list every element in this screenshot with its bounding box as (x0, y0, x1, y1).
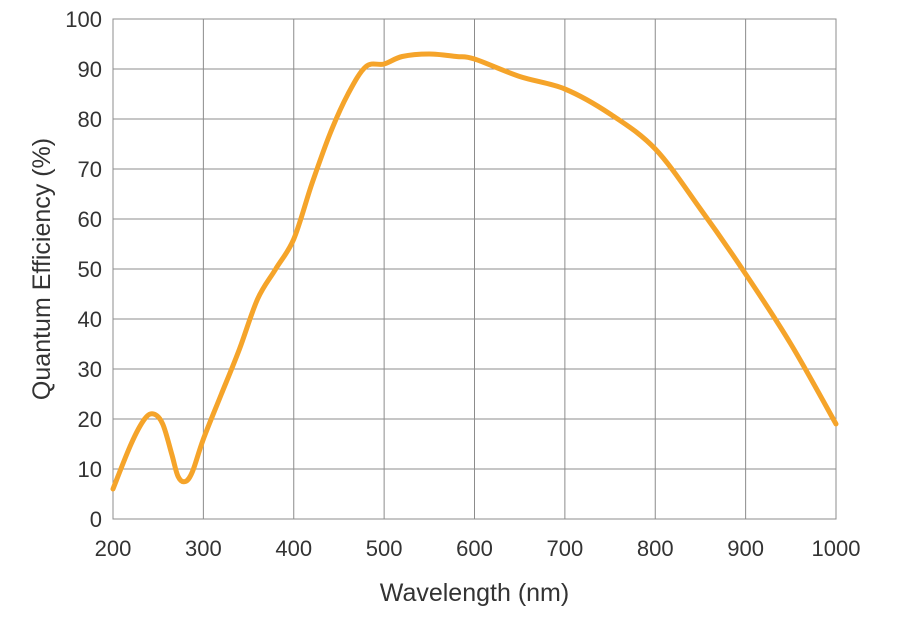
x-tick-label: 1000 (812, 536, 861, 561)
x-axis-title: Wavelength (nm) (380, 579, 569, 607)
qe-curve-line (110, 51, 839, 492)
y-tick-label: 30 (78, 357, 102, 382)
y-tick-label: 50 (78, 257, 102, 282)
series-group (110, 51, 839, 492)
y-tick-label: 90 (78, 57, 102, 82)
y-tick-label: 20 (78, 407, 102, 432)
x-tick-labels: 200 300 400 500 600 700 800 900 1000 (95, 536, 861, 561)
x-tick-label: 800 (637, 536, 674, 561)
x-tick-label: 900 (727, 536, 764, 561)
y-tick-label: 10 (78, 457, 102, 482)
x-tick-label: 600 (456, 536, 493, 561)
y-tick-label: 0 (90, 507, 102, 532)
x-tick-label: 500 (366, 536, 403, 561)
y-tick-label: 80 (78, 107, 102, 132)
grid (112, 18, 837, 520)
y-tick-label: 60 (78, 207, 102, 232)
x-tick-label: 400 (275, 536, 312, 561)
plot-frame (112, 18, 837, 520)
y-tick-label: 100 (65, 7, 102, 32)
x-tick-label: 200 (95, 536, 132, 561)
y-axis-title: Quantum Efficiency (%) (28, 138, 56, 400)
y-tick-label: 40 (78, 307, 102, 332)
x-tick-label: 700 (547, 536, 584, 561)
y-tick-labels: 0 10 20 30 40 50 60 70 80 90 100 (65, 7, 102, 532)
x-tick-label: 300 (185, 536, 222, 561)
y-tick-label: 70 (78, 157, 102, 182)
